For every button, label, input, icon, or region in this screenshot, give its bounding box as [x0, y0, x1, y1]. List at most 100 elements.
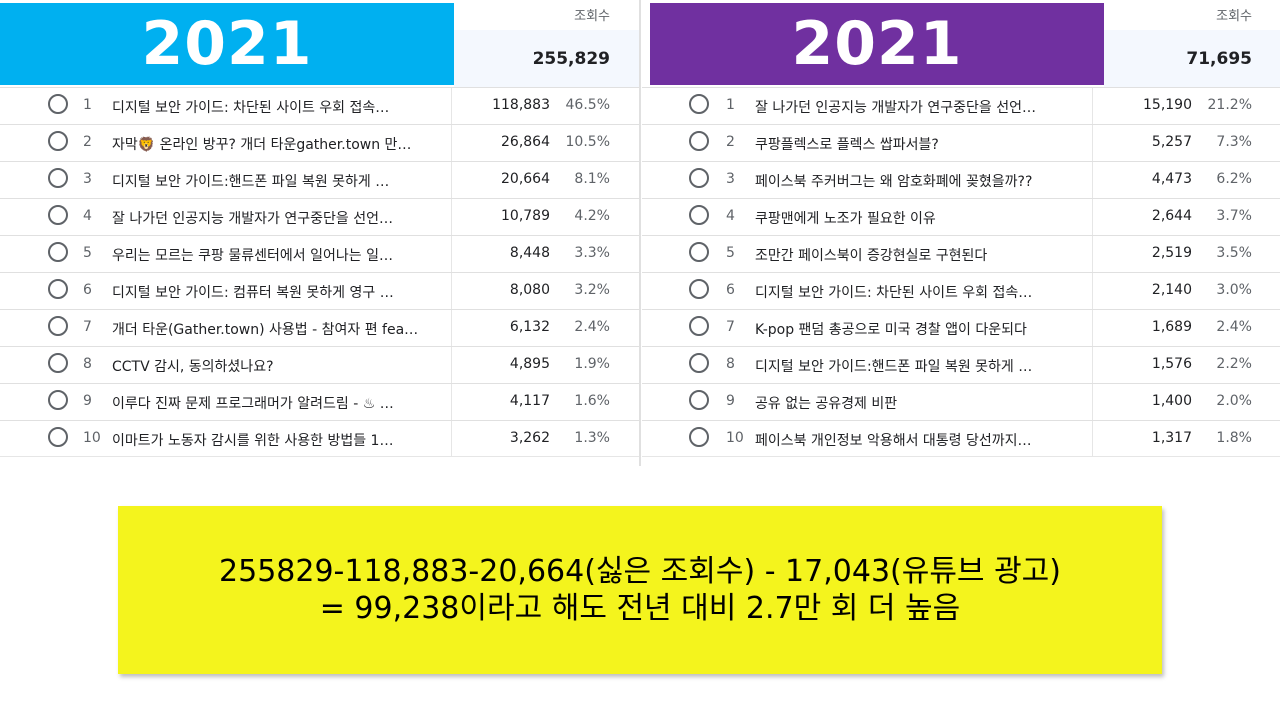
- column-divider: [1092, 310, 1093, 346]
- column-divider: [1092, 384, 1093, 420]
- video-title[interactable]: 잘 나가던 인공지능 개발자가 연구중단을 선언…: [755, 100, 1036, 116]
- video-title[interactable]: 잘 나가던 인공지능 개발자가 연구중단을 선언…: [112, 211, 393, 227]
- views-label[interactable]: 조회수: [574, 9, 610, 24]
- row-views: 1,576: [1151, 356, 1192, 372]
- row-select-radio[interactable]: [48, 427, 68, 447]
- video-title[interactable]: CCTV 감시, 동의하셨나요?: [112, 359, 274, 375]
- video-title[interactable]: 디지털 보안 가이드:핸드폰 파일 복원 못하게 …: [112, 174, 390, 190]
- views-label[interactable]: 조회수: [1216, 9, 1252, 24]
- table-row[interactable]: 10 페이스북 개인정보 악용해서 대통령 당선까지… 1,317 1.8%: [642, 420, 1280, 457]
- row-select-radio[interactable]: [48, 94, 68, 114]
- row-select-radio[interactable]: [689, 205, 709, 225]
- video-title[interactable]: 조만간 페이스북이 증강현실로 구현된다: [755, 248, 988, 264]
- row-percent: 2.4%: [574, 319, 610, 335]
- column-divider: [451, 421, 452, 456]
- row-select-radio[interactable]: [48, 242, 68, 262]
- video-title[interactable]: 공유 없는 공유경제 비판: [755, 396, 898, 412]
- views-column-header: 조회수 71,695: [1104, 0, 1280, 87]
- column-divider: [1092, 88, 1093, 124]
- row-select-radio[interactable]: [689, 279, 709, 299]
- row-views: 6,132: [509, 319, 550, 335]
- table-row[interactable]: 5 조만간 페이스북이 증강현실로 구현된다 2,519 3.5%: [642, 235, 1280, 272]
- table-row[interactable]: 1 잘 나가던 인공지능 개발자가 연구중단을 선언… 15,190 21.2%: [642, 87, 1280, 124]
- video-title[interactable]: K-pop 팬덤 총공으로 미국 경찰 앱이 다운되다: [755, 322, 1027, 338]
- row-views: 20,664: [501, 171, 550, 187]
- row-percent: 3.2%: [574, 282, 610, 298]
- table-row[interactable]: 5 우리는 모르는 쿠팡 물류센터에서 일어나는 일… 8,448 3.3%: [0, 235, 640, 272]
- row-percent: 21.2%: [1207, 97, 1252, 113]
- video-list: 1 디지털 보안 가이드: 차단된 사이트 우회 접속… 118,883 46.5% 2…: [0, 87, 640, 457]
- row-views: 118,883: [492, 97, 550, 113]
- row-percent: 10.5%: [565, 134, 610, 150]
- row-select-radio[interactable]: [48, 205, 68, 225]
- video-title[interactable]: 자막🦁 온라인 방꾸? 개더 타운gather.town 만…: [112, 137, 412, 153]
- row-rank: 9: [83, 393, 92, 409]
- video-title[interactable]: 디지털 보안 가이드: 차단된 사이트 우회 접속…: [112, 100, 390, 116]
- column-divider: [1092, 125, 1093, 161]
- table-row[interactable]: 2 자막🦁 온라인 방꾸? 개더 타운gather.town 만… 26,864 10…: [0, 124, 640, 161]
- video-title[interactable]: 개더 타운(Gather.town) 사용법 - 참여자 편 fea…: [112, 322, 419, 338]
- table-row[interactable]: 6 디지털 보안 가이드: 컴퓨터 복원 못하게 영구 … 8,080 3.2%: [0, 272, 640, 309]
- table-row[interactable]: 8 CCTV 감시, 동의하셨나요? 4,895 1.9%: [0, 346, 640, 383]
- table-row[interactable]: 9 이루다 진짜 문제 프로그래머가 알려드림 - ♨ … 4,117 1.6%: [0, 383, 640, 420]
- table-row[interactable]: 8 디지털 보안 가이드:핸드폰 파일 복원 못하게 … 1,576 2.2%: [642, 346, 1280, 383]
- row-select-radio[interactable]: [48, 316, 68, 336]
- row-views: 1,400: [1151, 393, 1192, 409]
- row-select-radio[interactable]: [48, 353, 68, 373]
- column-divider: [1092, 273, 1093, 309]
- video-list: 1 잘 나가던 인공지능 개발자가 연구중단을 선언… 15,190 21.2% 2 쿠팡…: [642, 87, 1280, 457]
- table-row[interactable]: 7 K-pop 팬덤 총공으로 미국 경찰 앱이 다운되다 1,689 2.4%: [642, 309, 1280, 346]
- video-title[interactable]: 쿠팡플렉스로 플렉스 쌉파서블?: [755, 137, 939, 153]
- table-row[interactable]: 9 공유 없는 공유경제 비판 1,400 2.0%: [642, 383, 1280, 420]
- video-title[interactable]: 디지털 보안 가이드: 차단된 사이트 우회 접속…: [755, 285, 1033, 301]
- video-title[interactable]: 우리는 모르는 쿠팡 물류센터에서 일어나는 일…: [112, 248, 393, 264]
- row-select-radio[interactable]: [48, 168, 68, 188]
- video-title[interactable]: 페이스북 주커버그는 왜 암호화폐에 꽂혔을까??: [755, 174, 1033, 190]
- column-divider: [1092, 347, 1093, 383]
- table-row[interactable]: 1 디지털 보안 가이드: 차단된 사이트 우회 접속… 118,883 46.5%: [0, 87, 640, 124]
- row-select-radio[interactable]: [689, 168, 709, 188]
- row-views: 5,257: [1151, 134, 1192, 150]
- column-divider: [1092, 199, 1093, 235]
- row-select-radio[interactable]: [48, 131, 68, 151]
- row-percent: 6.2%: [1216, 171, 1252, 187]
- row-select-radio[interactable]: [689, 94, 709, 114]
- row-percent: 7.3%: [1216, 134, 1252, 150]
- video-title[interactable]: 페이스북 개인정보 악용해서 대통령 당선까지…: [755, 433, 1032, 449]
- row-select-radio[interactable]: [689, 242, 709, 262]
- video-title[interactable]: 쿠팡맨에게 노조가 필요한 이유: [755, 211, 936, 227]
- row-percent: 1.6%: [574, 393, 610, 409]
- row-select-radio[interactable]: [48, 279, 68, 299]
- table-row[interactable]: 10 이마트가 노동자 감시를 위한 사용한 방법들 1… 3,262 1.3%: [0, 420, 640, 457]
- column-divider: [451, 162, 452, 198]
- row-percent: 1.3%: [574, 430, 610, 446]
- row-select-radio[interactable]: [689, 316, 709, 336]
- video-title[interactable]: 디지털 보안 가이드:핸드폰 파일 복원 못하게 …: [755, 359, 1033, 375]
- table-row[interactable]: 7 개더 타운(Gather.town) 사용법 - 참여자 편 fea… 6,13…: [0, 309, 640, 346]
- table-row[interactable]: 3 디지털 보안 가이드:핸드폰 파일 복원 못하게 … 20,664 8.1%: [0, 161, 640, 198]
- video-title[interactable]: 이마트가 노동자 감시를 위한 사용한 방법들 1…: [112, 433, 394, 449]
- column-divider: [1092, 236, 1093, 272]
- row-rank: 3: [83, 171, 92, 187]
- row-rank: 10: [726, 430, 744, 446]
- row-select-radio[interactable]: [48, 390, 68, 410]
- table-row[interactable]: 3 페이스북 주커버그는 왜 암호화폐에 꽂혔을까?? 4,473 6.2%: [642, 161, 1280, 198]
- video-title[interactable]: 디지털 보안 가이드: 컴퓨터 복원 못하게 영구 …: [112, 285, 394, 301]
- row-rank: 6: [83, 282, 92, 298]
- row-select-radio[interactable]: [689, 353, 709, 373]
- row-select-radio[interactable]: [689, 390, 709, 410]
- views-column-header: 조회수 255,829: [454, 0, 640, 87]
- table-row[interactable]: 2 쿠팡플렉스로 플렉스 쌉파서블? 5,257 7.3%: [642, 124, 1280, 161]
- row-rank: 1: [726, 97, 735, 113]
- row-rank: 4: [726, 208, 735, 224]
- video-title[interactable]: 이루다 진짜 문제 프로그래머가 알려드림 - ♨ …: [112, 396, 394, 412]
- table-row[interactable]: 6 디지털 보안 가이드: 차단된 사이트 우회 접속… 2,140 3.0%: [642, 272, 1280, 309]
- table-row[interactable]: 4 잘 나가던 인공지능 개발자가 연구중단을 선언… 10,789 4.2%: [0, 198, 640, 235]
- row-rank: 2: [83, 134, 92, 150]
- row-select-radio[interactable]: [689, 427, 709, 447]
- row-rank: 7: [726, 319, 735, 335]
- table-row[interactable]: 4 쿠팡맨에게 노조가 필요한 이유 2,644 3.7%: [642, 198, 1280, 235]
- row-select-radio[interactable]: [689, 131, 709, 151]
- column-divider: [451, 347, 452, 383]
- column-divider: [1092, 162, 1093, 198]
